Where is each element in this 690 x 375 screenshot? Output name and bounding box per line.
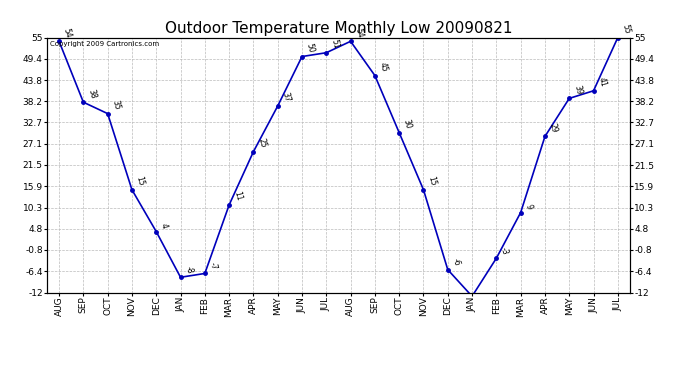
Text: 54: 54 [62, 27, 73, 39]
Text: -13: -13 [0, 374, 1, 375]
Text: 29: 29 [548, 122, 559, 134]
Text: -3: -3 [499, 246, 510, 255]
Text: 11: 11 [232, 190, 243, 202]
Text: 15: 15 [135, 176, 146, 187]
Text: 55: 55 [620, 23, 632, 35]
Text: 37: 37 [281, 92, 292, 103]
Text: 4: 4 [159, 222, 169, 229]
Text: Copyright 2009 Cartronics.com: Copyright 2009 Cartronics.com [50, 41, 159, 47]
Text: 51: 51 [329, 38, 340, 50]
Text: -7: -7 [208, 261, 218, 271]
Text: 54: 54 [353, 27, 364, 39]
Text: 9: 9 [524, 203, 533, 210]
Text: 15: 15 [426, 176, 437, 187]
Text: 39: 39 [572, 84, 583, 96]
Text: 45: 45 [377, 61, 389, 73]
Text: 35: 35 [110, 99, 121, 111]
Text: 38: 38 [86, 88, 97, 99]
Text: 41: 41 [596, 76, 607, 88]
Text: -6: -6 [451, 257, 461, 267]
Title: Outdoor Temperature Monthly Low 20090821: Outdoor Temperature Monthly Low 20090821 [165, 21, 512, 36]
Text: -8: -8 [184, 265, 194, 274]
Text: 50: 50 [305, 42, 316, 54]
Text: 25: 25 [256, 137, 268, 149]
Text: 30: 30 [402, 118, 413, 130]
